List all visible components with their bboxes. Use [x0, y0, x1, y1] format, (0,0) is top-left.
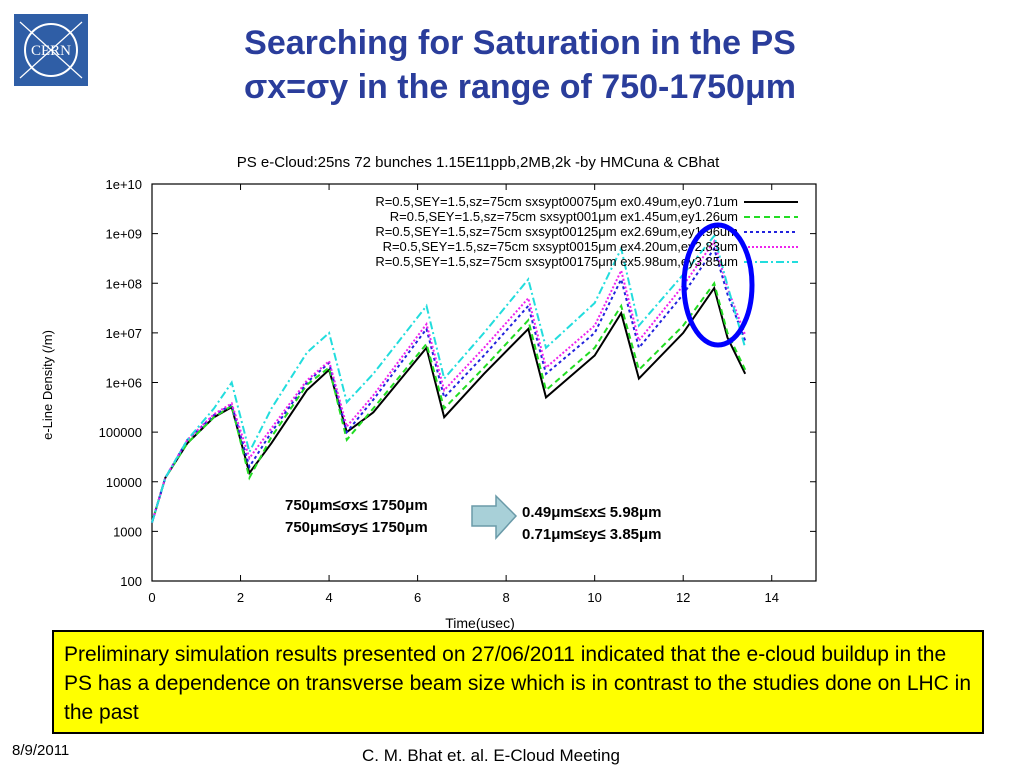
- legend-label: R=0.5,SEY=1.5,sz=75cm sxsypt0015μm ex4.2…: [383, 239, 738, 254]
- legend-label: R=0.5,SEY=1.5,sz=75cm sxsypt00125μm ex2.…: [375, 224, 738, 239]
- legend-label: R=0.5,SEY=1.5,sz=75cm sxsypt00075μm ex0.…: [375, 194, 738, 209]
- summary-note: Preliminary simulation results presented…: [52, 630, 984, 734]
- footer-credit: C. M. Bhat et. al. E-Cloud Meeting: [362, 746, 620, 765]
- y-tick-label: 1e+07: [105, 326, 142, 341]
- x-tick-label: 0: [148, 590, 155, 605]
- x-tick-label: 4: [325, 590, 332, 605]
- y-tick-label: 100000: [99, 425, 142, 440]
- beam-size-label-bg: [270, 492, 462, 540]
- slide-subtitle: σx=σy in the range of 750-1750μm: [243, 68, 797, 106]
- x-tick-label: 6: [414, 590, 421, 605]
- beam-size-y-label: 750μm≤σy≤ 1750μm: [285, 519, 428, 536]
- footer-date: 8/9/2011: [12, 742, 70, 759]
- cern-logo-text: CERN: [31, 43, 71, 59]
- x-tick-label: 2: [237, 590, 244, 605]
- y-axis-label: e-Line Density (/m): [40, 330, 55, 440]
- cern-logo: CERN: [14, 14, 88, 86]
- slide-title: Searching for Saturation in the PS: [244, 24, 796, 62]
- y-tick-label: 1e+06: [105, 376, 142, 391]
- cern-logo-icon: CERN: [19, 21, 83, 79]
- arrow-icon: [471, 494, 518, 540]
- legend: R=0.5,SEY=1.5,sz=75cm sxsypt00075μm ex0.…: [375, 194, 798, 269]
- chart-title: PS e-Cloud:25ns 72 bunches 1.15E11ppb,2M…: [237, 154, 720, 171]
- y-tick-label: 100: [120, 574, 142, 589]
- x-tick-label: 14: [764, 590, 778, 605]
- y-axis: 100 1000 10000 100000 1e+06 1e+07 1e+08 1e+09 1e…: [99, 177, 816, 589]
- y-tick-label: 1e+08: [105, 276, 142, 291]
- legend-label: R=0.5,SEY=1.5,sz=75cm sxsypt00175μm ex5.…: [375, 254, 738, 269]
- emittance-x-label: 0.49μm≤εx≤ 5.98μm: [522, 504, 662, 521]
- series-line-4: [151, 239, 747, 523]
- emittance-label-bg: [518, 498, 708, 546]
- legend-label: R=0.5,SEY=1.5,sz=75cm sxsypt001μm ex1.45…: [390, 209, 738, 224]
- series-line-5: [151, 233, 747, 523]
- y-tick-label: 1e+10: [105, 177, 142, 192]
- x-tick-label: 12: [676, 590, 690, 605]
- beam-size-x-label: 750μm≤σx≤ 1750μm: [285, 497, 428, 514]
- x-axis: 0 2 4 6 8 10 12 14: [148, 184, 779, 605]
- e-cloud-chart: PS e-Cloud:25ns 72 bunches 1.15E11ppb,2M…: [40, 154, 817, 630]
- series-lines: [151, 233, 747, 523]
- y-tick-label: 10000: [106, 475, 142, 490]
- x-axis-label: Time(usec): [445, 615, 515, 630]
- x-tick-label: 8: [503, 590, 510, 605]
- y-tick-label: 1e+09: [105, 227, 142, 242]
- highlight-ellipse: [681, 222, 755, 348]
- y-tick-label: 1000: [113, 524, 142, 539]
- x-tick-label: 10: [587, 590, 601, 605]
- emittance-y-label: 0.71μm≤εy≤ 3.85μm: [522, 526, 662, 543]
- series-line-2: [151, 281, 747, 523]
- series-line-1: [151, 285, 747, 523]
